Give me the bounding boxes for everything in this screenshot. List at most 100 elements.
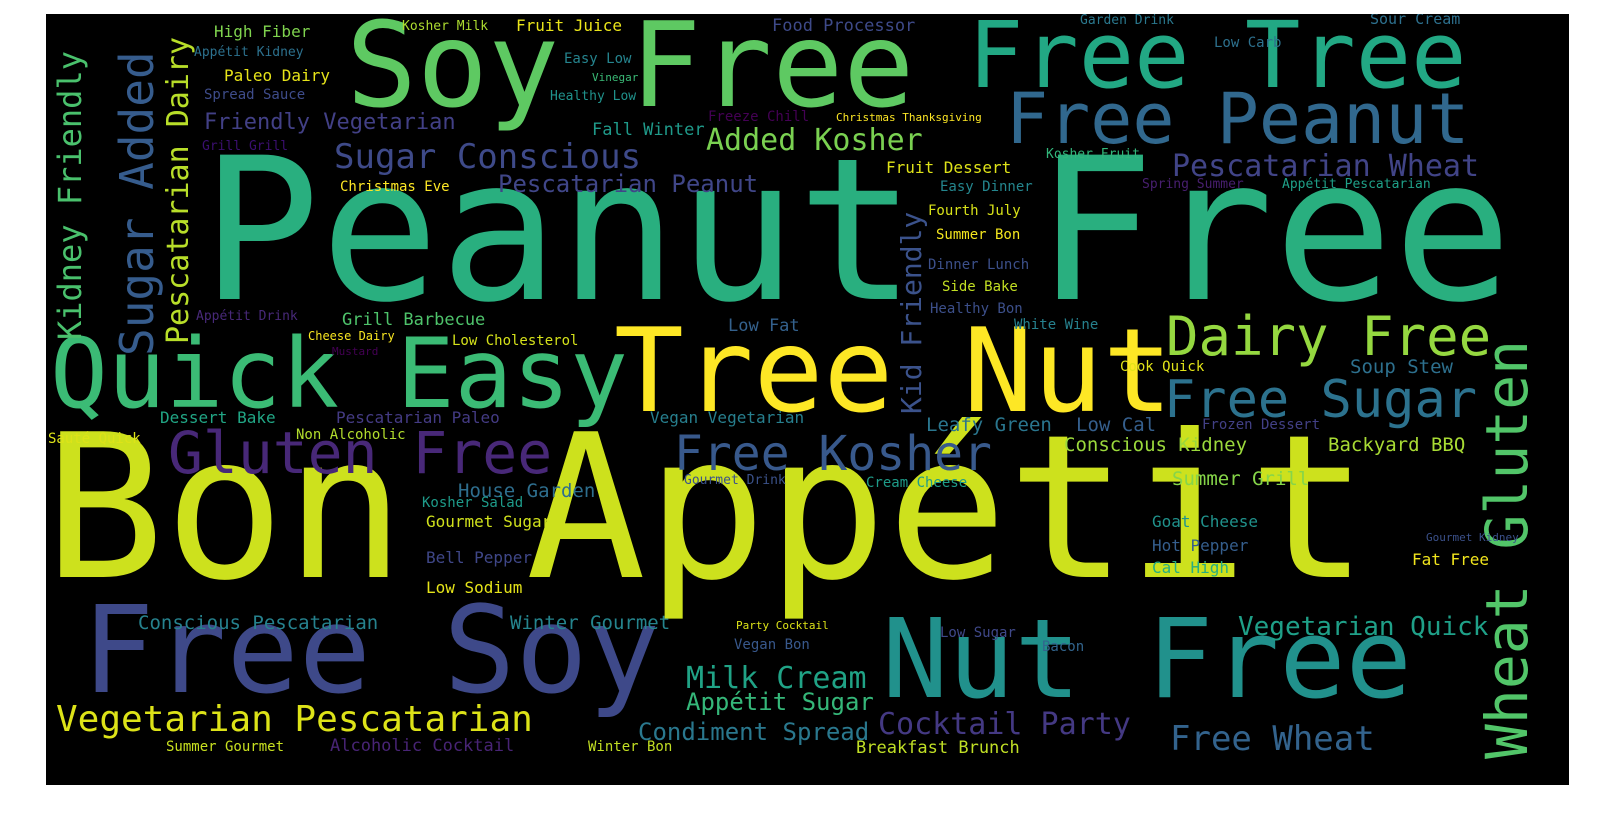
word: Sugar Conscious bbox=[334, 137, 642, 177]
word: Free Sugar bbox=[1164, 370, 1478, 430]
word: Pescatarian Peanut bbox=[498, 170, 759, 198]
word: Peanut Free bbox=[201, 115, 1513, 346]
word: Summer Gourmet bbox=[166, 739, 285, 755]
word: Sour Cream bbox=[1370, 14, 1461, 28]
word: Easy Dinner bbox=[940, 179, 1033, 195]
word: Appétit Kidney bbox=[194, 45, 304, 60]
word: Sugar Added bbox=[110, 51, 164, 356]
word: Cream Cheese bbox=[866, 475, 968, 491]
word: Summer Bon bbox=[936, 227, 1021, 243]
word: Vegan Vegetarian bbox=[650, 408, 805, 427]
word: Spread Sauce bbox=[204, 87, 306, 103]
word: Tree Nut bbox=[614, 304, 1173, 439]
word: Cal High bbox=[1152, 558, 1230, 577]
word: Non Alcoholic bbox=[296, 427, 406, 443]
word: Bon Appétit bbox=[46, 392, 1369, 625]
word: Added Kosher bbox=[706, 123, 923, 158]
word: Vegetarian Quick bbox=[1238, 612, 1489, 642]
word: Low Carb bbox=[1214, 35, 1282, 51]
word: Bell Pepper bbox=[426, 548, 532, 567]
word: House Garden bbox=[458, 480, 596, 502]
word: Conscious Kidney bbox=[1064, 434, 1248, 456]
word: Fruit Juice bbox=[516, 16, 622, 35]
word: Bacon bbox=[1042, 639, 1085, 655]
word: Gluten Free bbox=[168, 419, 553, 487]
word: Healthy Low bbox=[550, 89, 637, 104]
word: Breakfast Brunch bbox=[856, 738, 1020, 758]
word: Milk Cream bbox=[686, 661, 867, 696]
word: High Fiber bbox=[214, 22, 311, 41]
word: Hot Pepper bbox=[1152, 536, 1249, 555]
word: Nut Free bbox=[882, 595, 1412, 723]
word: Summer Grill bbox=[1172, 468, 1310, 490]
word: Free Peanut bbox=[1006, 78, 1470, 160]
word: Low Cal bbox=[1076, 414, 1157, 436]
word: Appétit Pescatarian bbox=[1282, 177, 1431, 192]
word: Christmas Eve bbox=[340, 179, 450, 195]
word: Grill Grill bbox=[202, 139, 289, 154]
word: Freeze Chill bbox=[708, 109, 810, 125]
word: Side Bake bbox=[942, 279, 1018, 295]
word: Low Sodium bbox=[426, 578, 523, 597]
word: Dinner Lunch bbox=[928, 257, 1030, 273]
word: Low Fat bbox=[728, 316, 800, 336]
word: Paleo Dairy bbox=[224, 66, 330, 85]
word: Free Soy bbox=[82, 582, 660, 721]
word: Appétit Drink bbox=[196, 309, 298, 324]
word: Cook Quick bbox=[1120, 359, 1205, 375]
word: Kosher Salad bbox=[422, 495, 524, 511]
word: Fall Winter bbox=[592, 120, 705, 140]
word: Sauté Quick bbox=[48, 431, 141, 447]
word: Free Wheat bbox=[1170, 719, 1375, 759]
word: Kosher Milk bbox=[402, 19, 489, 34]
word: Cheese Dairy bbox=[308, 329, 395, 343]
word: Vinegar bbox=[592, 71, 639, 84]
word: Conscious Pescatarian bbox=[138, 612, 379, 634]
word: Gourmet Kidney bbox=[1426, 531, 1519, 544]
word: Healthy Bon bbox=[930, 301, 1023, 317]
word: Appétit Sugar bbox=[686, 688, 874, 716]
word: Leafy Green bbox=[926, 414, 1052, 436]
word: Low Sugar bbox=[940, 625, 1016, 641]
word: Christmas Thanksgiving bbox=[836, 111, 982, 124]
word: Mustard bbox=[332, 345, 379, 358]
word: Vegan Bon bbox=[734, 637, 810, 653]
word: Food Processor bbox=[772, 16, 916, 36]
word: Party Cocktail bbox=[736, 619, 829, 632]
word: Frozen Dessert bbox=[1202, 417, 1321, 433]
word: Low Cholesterol bbox=[452, 333, 579, 349]
word: Soy Free bbox=[346, 14, 915, 134]
word: Easy Low bbox=[564, 51, 632, 67]
word: Dairy Free bbox=[1166, 305, 1492, 368]
word: Goat Cheese bbox=[1152, 512, 1258, 531]
word: Backyard BBQ bbox=[1328, 434, 1466, 456]
word: Grill Barbecue bbox=[342, 310, 486, 330]
word: Kid Friendly bbox=[895, 211, 928, 414]
word: Free Tree bbox=[968, 14, 1467, 109]
word: White Wine bbox=[1014, 317, 1099, 333]
word: Condiment Spread bbox=[638, 718, 870, 746]
word: Fruit Dessert bbox=[886, 158, 1012, 177]
word: Fat Free bbox=[1412, 550, 1490, 569]
word: Free Kosher bbox=[674, 426, 992, 482]
word: Soup Stew bbox=[1350, 356, 1453, 378]
word: Quick Easy bbox=[50, 318, 628, 430]
word: Kosher Fruit bbox=[1046, 147, 1140, 162]
word: Pescatarian Paleo bbox=[336, 408, 500, 427]
word: Spring Summer bbox=[1142, 177, 1244, 192]
word: Alcoholic Cocktail bbox=[330, 736, 515, 756]
word: Friendly Vegetarian bbox=[204, 110, 456, 135]
word: Gourmet Sugar bbox=[426, 512, 552, 531]
word: Kidney Friendly bbox=[51, 51, 89, 340]
word-cloud: Bon Appétit Peanut Free Tree Nut Free So… bbox=[46, 14, 1569, 785]
word: Winter Gourmet bbox=[510, 612, 671, 634]
word: Fourth July bbox=[928, 203, 1021, 219]
word: Winter Bon bbox=[588, 739, 673, 755]
word: Dessert Bake bbox=[160, 408, 276, 427]
word: Garden Drink bbox=[1080, 14, 1174, 28]
word: Vegetarian Pescatarian bbox=[56, 699, 533, 740]
word: Gourmet Drink bbox=[684, 473, 786, 488]
word: Pescatarian Wheat bbox=[1172, 149, 1480, 184]
word: Pescatarian Dairy bbox=[161, 36, 196, 344]
word: Cocktail Party bbox=[878, 707, 1131, 742]
